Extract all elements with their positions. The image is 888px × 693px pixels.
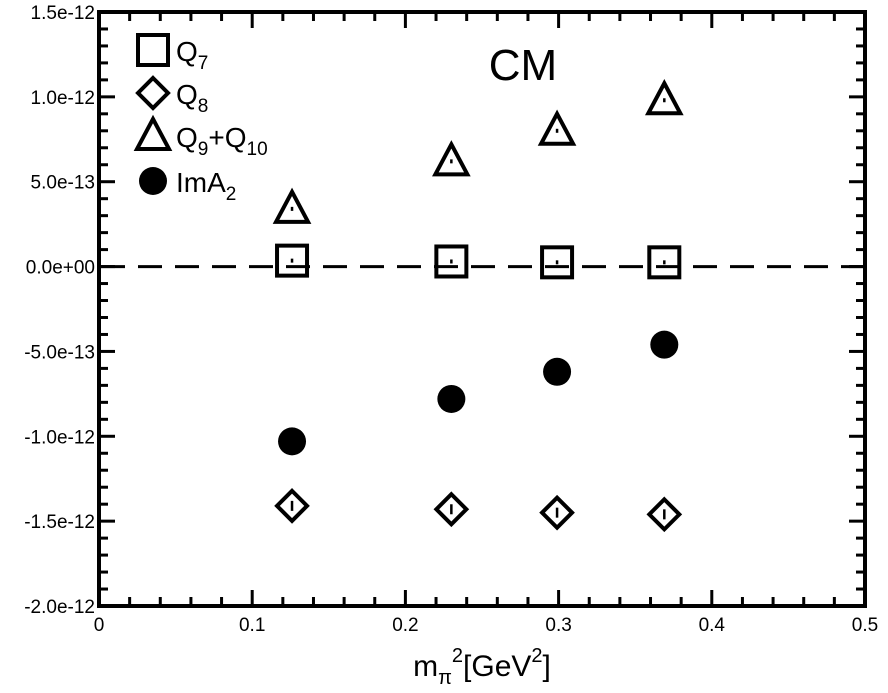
data-point-q9-q10	[537, 109, 577, 146]
data-point-q8	[433, 491, 470, 528]
legend-label: Q9+Q10	[176, 122, 268, 160]
legend-marker-ima2	[139, 167, 167, 195]
legend-marker-q7	[136, 33, 170, 67]
y-tick-label: -2.0e-12	[24, 597, 95, 618]
x-axis-label-sub: π	[438, 667, 452, 689]
data-point-q8	[274, 488, 310, 524]
x-axis-label-unit: [GeV	[463, 650, 531, 683]
legend-marker-q8	[135, 75, 171, 111]
data-point-q7	[647, 245, 682, 280]
x-tick-label: 0.1	[239, 615, 265, 636]
data-point-q7	[540, 245, 575, 280]
legend-label: Q7	[176, 36, 208, 74]
x-axis-label-main: m	[413, 650, 438, 683]
data-point-q7	[275, 243, 310, 278]
x-tick-label: 0.5	[852, 615, 878, 636]
data-point-q7	[434, 244, 469, 279]
y-tick-label: 0.0e+00	[26, 258, 95, 279]
legend-marker-q9-q10	[133, 114, 173, 151]
x-tick-label: 0.3	[545, 615, 571, 636]
y-tick-label: -1.5e-12	[24, 512, 95, 533]
plot-frame	[97, 10, 867, 608]
y-tick-label: 1.0e-12	[31, 88, 95, 109]
axis-tick-labels: 0 0.1 0.2 0.3 0.4 0.5 1.5e-12 1.0e-12 5.0e-13 0.0…	[24, 3, 878, 636]
legend: Q7 Q8 Q9+Q10 ImA2	[133, 33, 268, 205]
data-point-q9-q10	[272, 187, 312, 224]
data-point-ima2	[650, 330, 679, 359]
axis-ticks	[97, 10, 867, 608]
x-tick-label: 0.4	[699, 615, 726, 636]
data-point-ima2	[543, 357, 572, 386]
x-tick-label: 0.2	[392, 615, 418, 636]
data-point-ima2	[437, 384, 466, 413]
y-tick-label: 1.5e-12	[31, 3, 95, 24]
data-point-q8	[646, 496, 683, 533]
data-point-q9-q10	[432, 140, 471, 177]
x-axis-label: mπ2[GeV2]	[413, 645, 551, 689]
data-point-q8	[539, 494, 575, 531]
x-axis-label-sup: 2	[452, 645, 463, 667]
data-point-q9-q10	[644, 79, 684, 116]
x-tick-label: 0	[94, 615, 105, 636]
legend-label: Q8	[176, 79, 208, 117]
x-axis-label-unit-sup: 2	[531, 645, 542, 667]
y-tick-label: -5.0e-13	[24, 342, 95, 363]
x-axis-label-unit-end: ]	[543, 650, 551, 683]
legend-label: ImA2	[176, 167, 236, 205]
data-point-ima2	[278, 427, 307, 456]
data-markers	[272, 79, 684, 533]
y-tick-label: 5.0e-13	[31, 173, 95, 194]
chart-title: CM	[489, 41, 557, 90]
y-tick-label: -1.0e-12	[24, 427, 95, 448]
